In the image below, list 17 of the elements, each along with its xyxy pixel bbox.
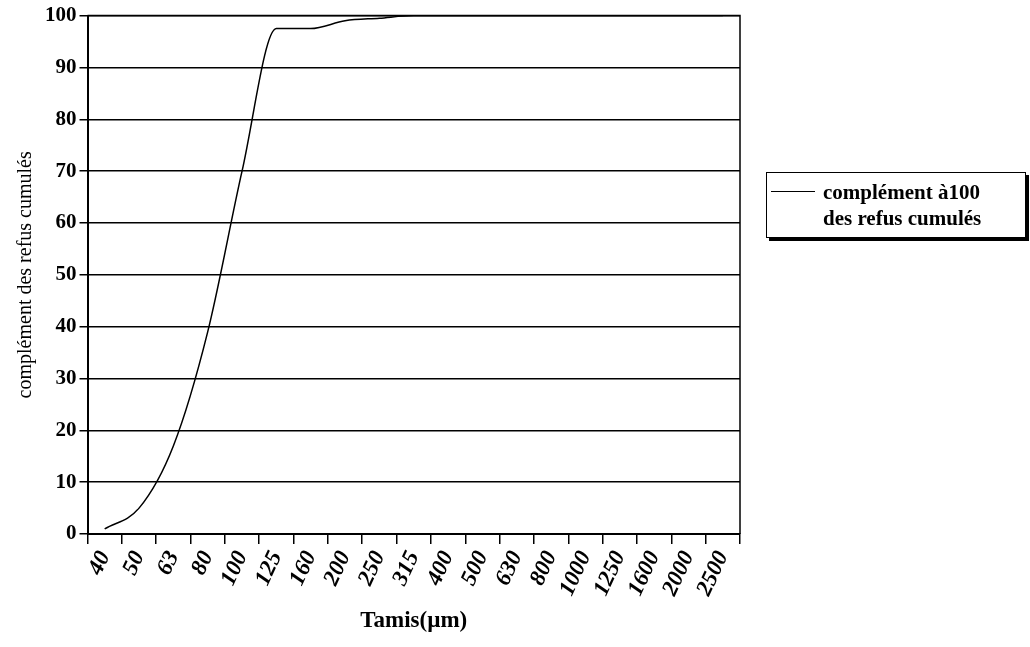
y-tick-label: 90 bbox=[55, 53, 77, 78]
y-tick-label: 100 bbox=[45, 2, 77, 27]
y-tick-label: 20 bbox=[55, 416, 77, 441]
y-tick-label: 40 bbox=[55, 313, 77, 338]
y-tick-label: 60 bbox=[55, 209, 77, 234]
y-tick-label: 0 bbox=[66, 520, 77, 545]
y-tick-label: 70 bbox=[55, 157, 77, 182]
y-tick-label: 30 bbox=[55, 364, 77, 389]
y-tick-label: 80 bbox=[55, 105, 77, 130]
x-axis-title: Tamis(µm) bbox=[360, 607, 468, 633]
y-axis-title: complément des refus cumulés bbox=[13, 151, 37, 399]
legend-label: complément à100 des refus cumulés bbox=[823, 179, 983, 231]
y-tick-label: 10 bbox=[55, 468, 77, 493]
x-tick-label: 63 bbox=[150, 546, 184, 579]
y-tick-label: 50 bbox=[55, 261, 77, 286]
x-tick-label: 50 bbox=[116, 546, 150, 579]
x-tick-label: 40 bbox=[81, 546, 115, 580]
